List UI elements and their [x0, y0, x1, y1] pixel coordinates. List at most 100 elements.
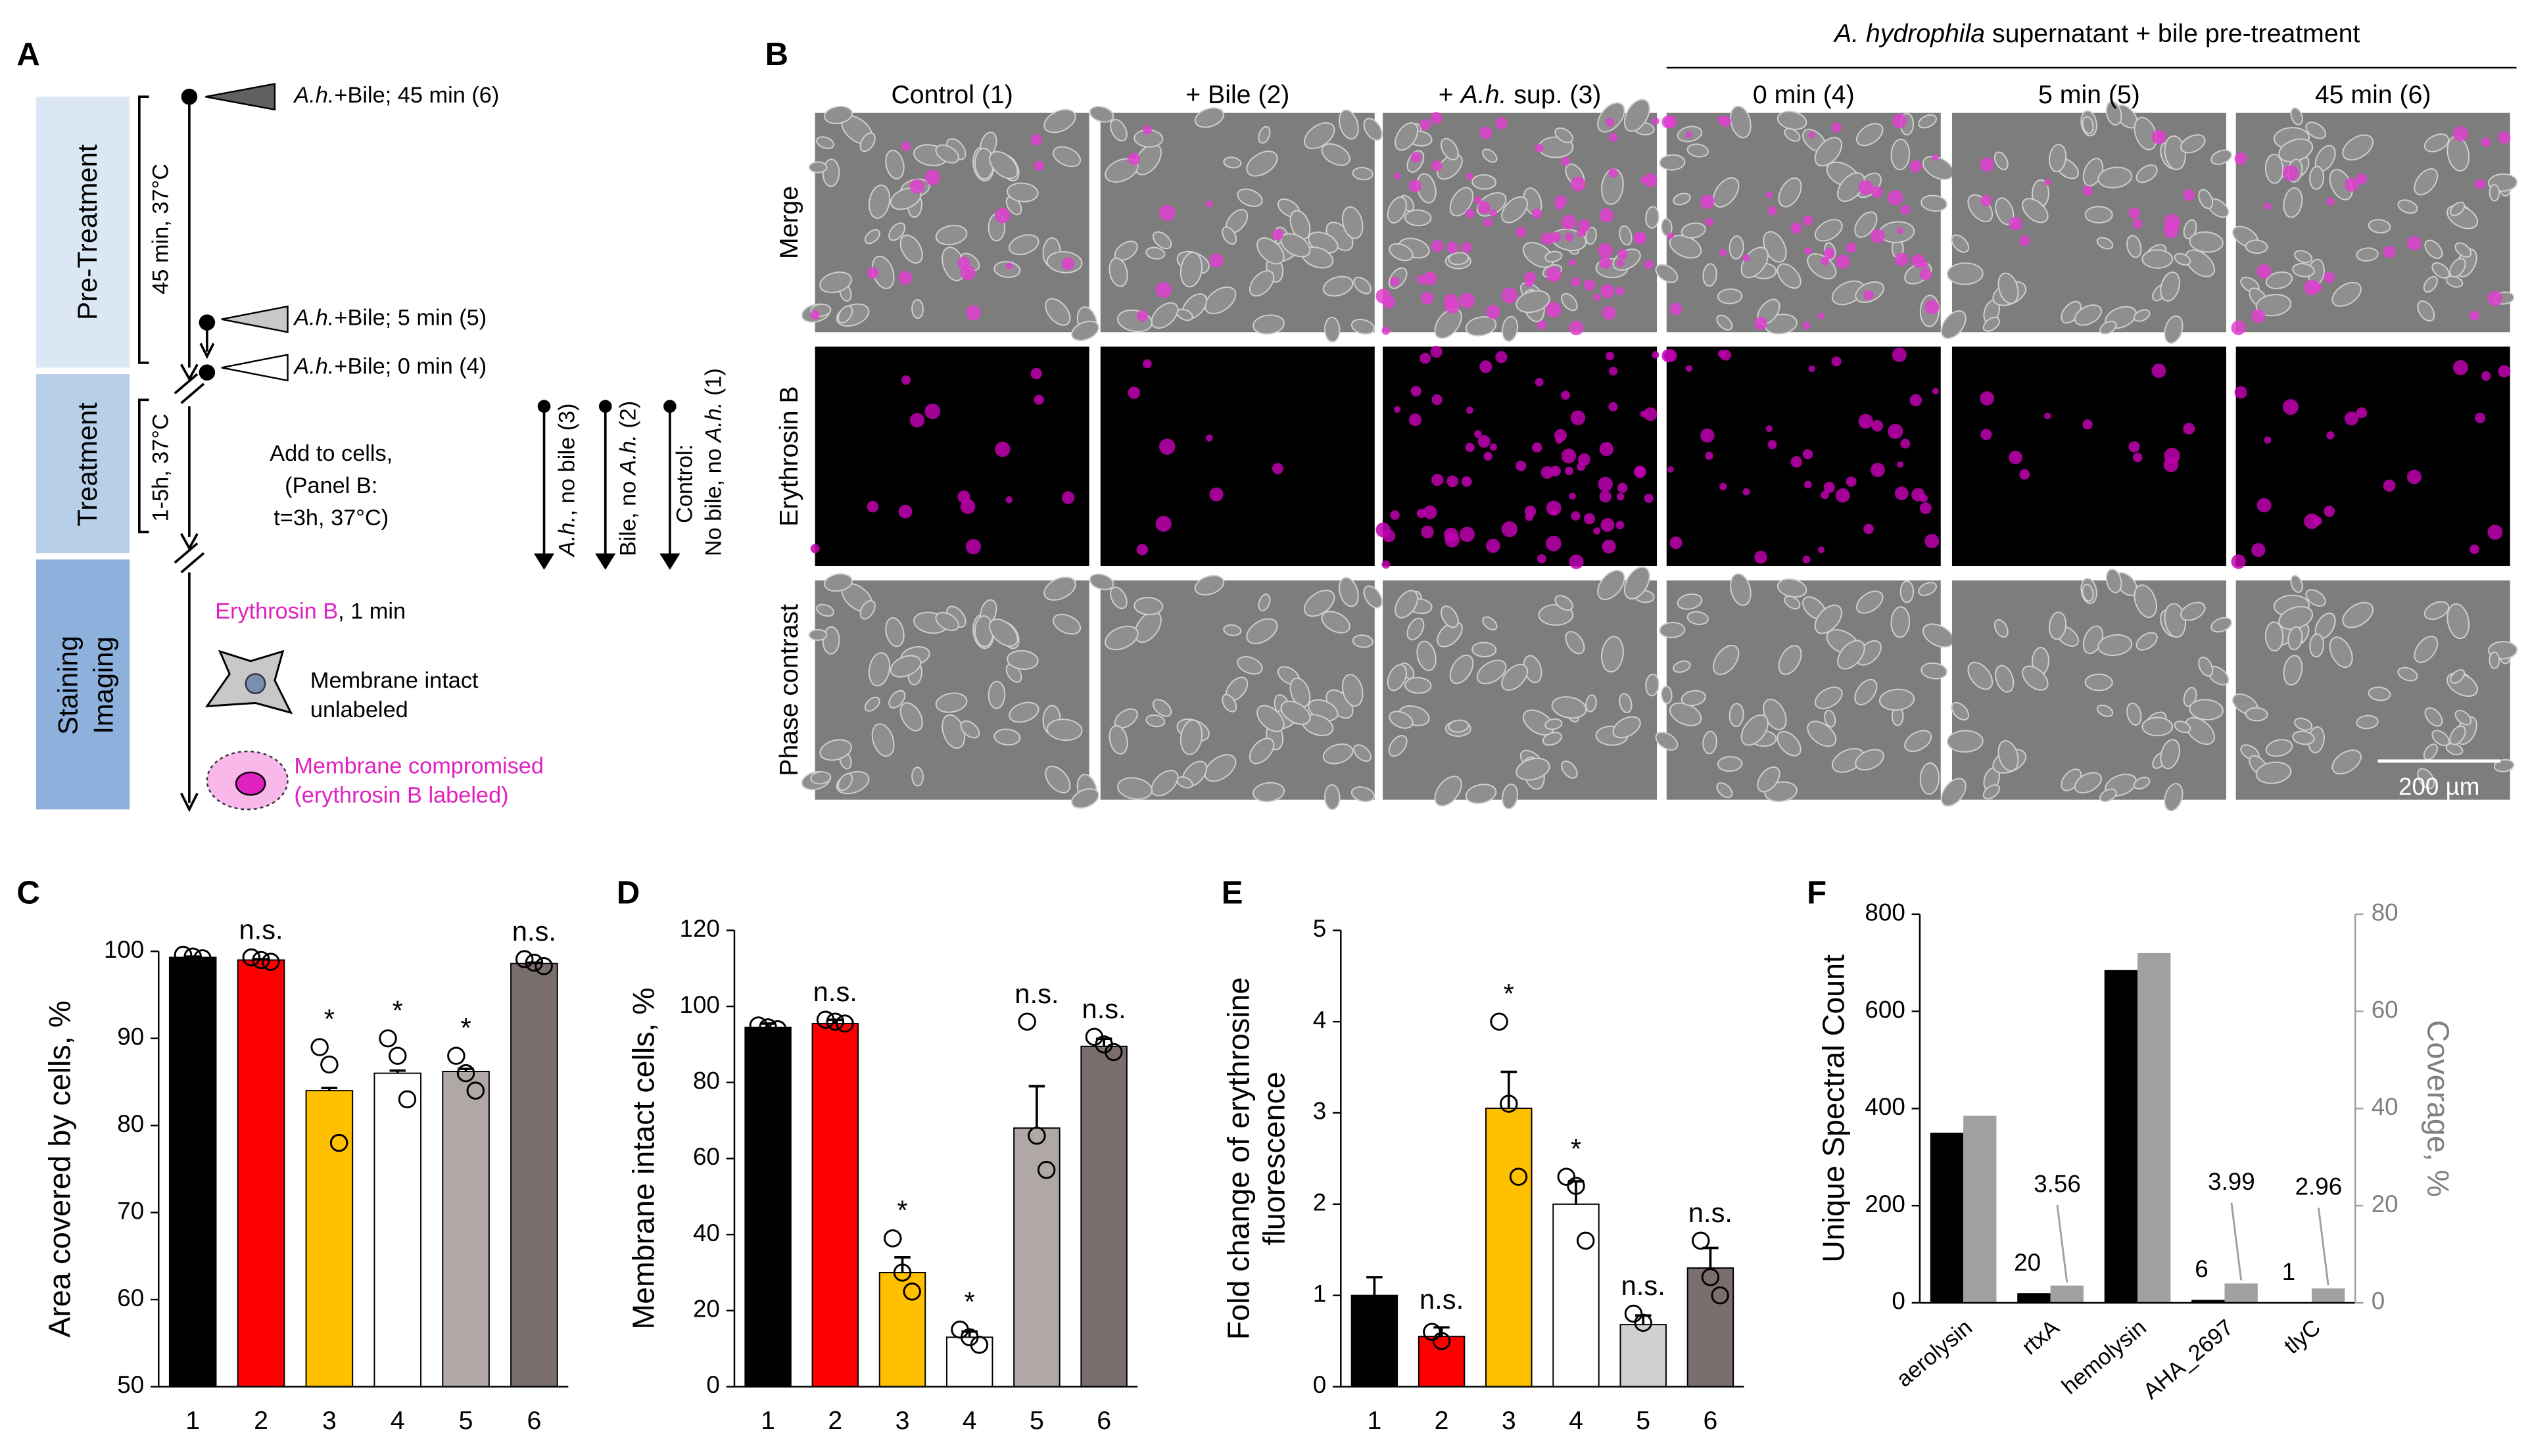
- micrograph: [1655, 105, 1955, 335]
- data-point: [525, 953, 544, 972]
- cell: [2141, 716, 2174, 737]
- stained-cell: [995, 441, 1011, 458]
- cell: [1940, 310, 1967, 339]
- cell: [1350, 786, 1375, 803]
- stained-cell: [1663, 349, 1677, 362]
- stained-cell: [901, 375, 911, 385]
- y-tick-label: 2: [1313, 1189, 1326, 1216]
- bar: [2050, 1285, 2084, 1303]
- phase-label: Staining: [52, 636, 83, 735]
- cell: [1482, 149, 1498, 163]
- data-point: [749, 1016, 768, 1035]
- stained-cell: [2481, 137, 2491, 147]
- cell: [2449, 258, 2466, 278]
- cell: [1152, 231, 1172, 250]
- cell: [1476, 659, 1507, 685]
- stained-cell: [1005, 496, 1013, 504]
- cell: [2423, 133, 2450, 153]
- y-tick-label: 80: [117, 1110, 144, 1137]
- cell: [1659, 154, 1686, 171]
- significance-label: *: [324, 1004, 335, 1035]
- error-bar: [526, 961, 542, 964]
- stained-cell: [2251, 543, 2266, 557]
- cell: [1389, 243, 1414, 262]
- stained-cell: [1061, 257, 1075, 271]
- column-header: 5 min (5): [2038, 81, 2140, 110]
- leader-line: [2056, 1204, 2068, 1282]
- micrograph: [1089, 106, 1383, 343]
- cell: [2160, 271, 2180, 302]
- control-label: A.h., no bile (3): [554, 403, 579, 557]
- stained-cell: [1705, 218, 1713, 226]
- panel-letter: B: [765, 37, 788, 72]
- x-tick-label: 4: [1569, 1406, 1583, 1435]
- phase-band: [36, 559, 130, 810]
- cell: [1940, 778, 1967, 807]
- cell: [899, 702, 923, 732]
- panel-letter: E: [1222, 875, 1243, 910]
- cell: [1919, 762, 1940, 795]
- stained-cell: [1600, 518, 1615, 532]
- cell: [859, 599, 876, 620]
- stained-cell: [1561, 156, 1570, 166]
- cell: [1807, 720, 1837, 747]
- stained-cell: [1802, 449, 1813, 459]
- stained-cell: [1465, 208, 1475, 219]
- cell: [1249, 738, 1275, 764]
- stained-cell: [1598, 243, 1613, 258]
- stained-cell: [2344, 411, 2359, 426]
- bar: [2104, 970, 2138, 1303]
- cell: [1009, 234, 1039, 256]
- cell: [2342, 601, 2374, 628]
- error-bar: [827, 1018, 844, 1024]
- cell: [822, 626, 840, 655]
- stained-cell: [2082, 185, 2093, 196]
- stained-cell: [1765, 191, 1773, 199]
- stained-cell: [1765, 425, 1773, 433]
- cell: [1110, 118, 1128, 142]
- stained-cell: [2475, 179, 2486, 190]
- stained-cell: [1030, 134, 1043, 146]
- y2-axis-label: Coverage, %: [2422, 1020, 2456, 1197]
- value-label: 2.96: [2295, 1173, 2343, 1200]
- cell: [2423, 601, 2450, 621]
- data-point: [535, 957, 553, 975]
- stained-cell: [1444, 532, 1460, 548]
- significance-label: n.s.: [1420, 1284, 1464, 1315]
- stained-cell: [1633, 465, 1646, 479]
- y-tick-label: 120: [680, 915, 720, 942]
- cell: [2424, 239, 2443, 259]
- cell: [1258, 594, 1271, 611]
- bar: [1619, 1324, 1667, 1388]
- data-point: [769, 1020, 787, 1039]
- data-point: [1037, 1161, 1056, 1179]
- cell: [1673, 660, 1691, 673]
- significance-label: *: [1571, 1133, 1581, 1164]
- stained-cell: [1381, 326, 1391, 335]
- y-tick-label: 800: [1865, 899, 1905, 926]
- cell: [2198, 189, 2214, 210]
- cell: [1246, 151, 1278, 177]
- cell: [1151, 770, 1179, 797]
- stained-cell: [1652, 117, 1659, 125]
- stained-cell: [1790, 222, 1802, 234]
- stained-cell: [2132, 452, 2143, 463]
- cell: [1434, 776, 1462, 807]
- bar: [811, 1023, 859, 1388]
- leader-line: [2317, 1208, 2329, 1286]
- stained-cell: [1155, 282, 1172, 298]
- cell: [1890, 138, 1911, 171]
- cell: [1253, 314, 1285, 335]
- cell: [868, 184, 891, 219]
- cell: [1387, 196, 1407, 223]
- x-tick-label: 6: [527, 1406, 541, 1435]
- stained-cell: [1685, 131, 1693, 139]
- header-part: Control (1): [891, 81, 1013, 110]
- stained-cell: [1483, 452, 1492, 461]
- data-point: [1490, 1012, 1508, 1031]
- legend-text: unlabeled: [310, 697, 408, 722]
- control-arrows: [533, 406, 680, 570]
- data-point: [884, 1229, 902, 1248]
- cell: [871, 723, 895, 757]
- cell: [1304, 122, 1335, 150]
